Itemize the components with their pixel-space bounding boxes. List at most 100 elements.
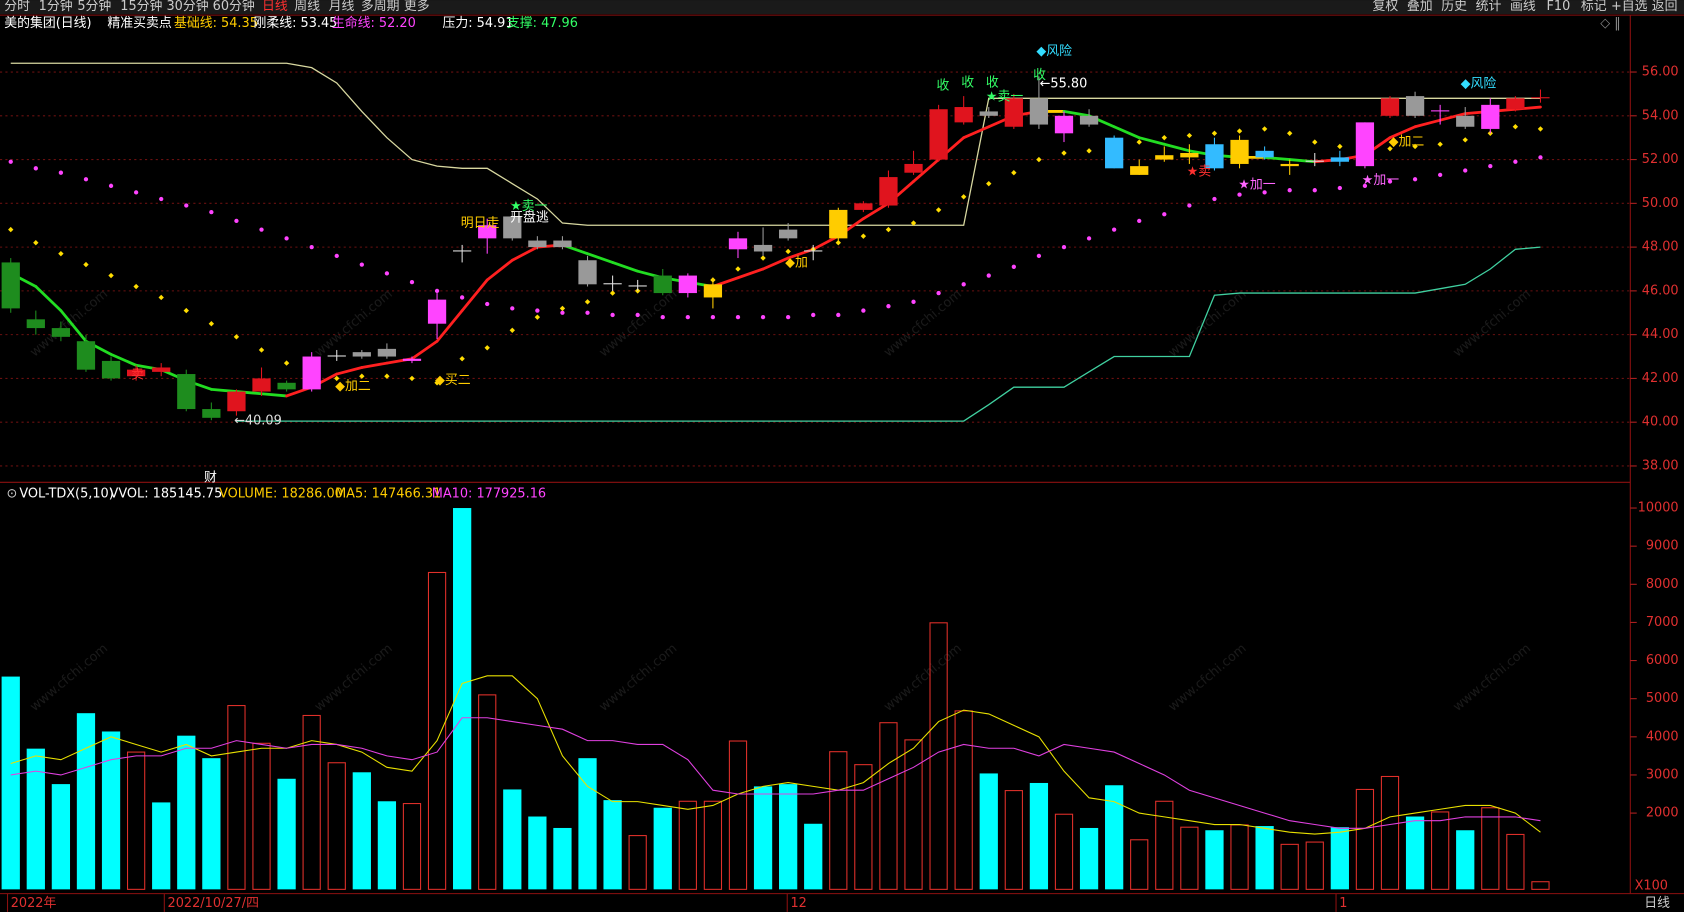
- trend-line-segment: [962, 125, 991, 140]
- volume-bar: [1456, 830, 1475, 890]
- candle-body: [829, 209, 848, 239]
- trend-line-segment: [435, 309, 464, 343]
- toolbar-bg: [0, 0, 1684, 15]
- toolbar-button[interactable]: F10: [1547, 0, 1571, 14]
- toolbar-button[interactable]: 更多: [404, 0, 430, 14]
- indicator-dot: [359, 262, 364, 267]
- indicator-diamond: [1312, 139, 1318, 145]
- volume-bar: [277, 778, 296, 890]
- x-tick-label: 2022年: [11, 896, 57, 911]
- y-tick-label: 5000: [1646, 691, 1679, 706]
- indicator-dot: [585, 310, 590, 315]
- volume-bar: [578, 758, 597, 890]
- indicator-dot: [334, 253, 339, 259]
- volume-bar: [979, 773, 998, 890]
- toolbar-button[interactable]: 30分钟: [166, 0, 208, 14]
- chart-title: 美的集团(日线): [4, 15, 91, 31]
- annotation: ←55.80: [1040, 76, 1088, 91]
- volume-bar: [252, 742, 271, 890]
- annotation: 明日走: [461, 216, 500, 231]
- annotation: 开盘逃: [510, 210, 549, 226]
- indicator-dot: [710, 314, 716, 320]
- y-tick-label: 2000: [1646, 806, 1679, 821]
- toolbar-button[interactable]: 日线: [262, 0, 288, 14]
- volume-bar: [929, 622, 948, 890]
- indicator-readout: VVOL: 185145.75: [110, 487, 223, 502]
- indicator-dot: [1187, 203, 1192, 208]
- trend-line-segment: [34, 285, 63, 312]
- toolbar-button[interactable]: 1分钟: [39, 0, 73, 14]
- volume-bar: [377, 801, 397, 890]
- volume-bar: [126, 751, 146, 890]
- trend-line-segment: [1112, 125, 1141, 140]
- candle-body: [302, 356, 321, 390]
- icon[interactable]: ◇ ‖: [1600, 16, 1620, 31]
- toolbar-button[interactable]: 60分钟: [213, 0, 255, 14]
- indicator-dot: [635, 312, 640, 318]
- volume-bar: [1105, 785, 1124, 890]
- indicator-dot: [1538, 155, 1543, 160]
- candle-body: [1130, 166, 1149, 175]
- candle-body: [76, 341, 96, 370]
- trend-line-segment: [209, 387, 238, 393]
- candle-body: [1255, 150, 1274, 158]
- toolbar-button[interactable]: 分时: [4, 0, 30, 14]
- indicator-dot: [1086, 236, 1092, 241]
- toolbar-button[interactable]: 返回: [1652, 0, 1678, 14]
- toolbar-button[interactable]: 统计: [1476, 0, 1502, 14]
- volume-bar: [779, 784, 798, 890]
- trend-line-segment: [761, 256, 790, 271]
- volume-bar: [101, 731, 121, 890]
- volume-bar: [553, 827, 572, 890]
- candle-body: [1029, 98, 1049, 125]
- toolbar-button[interactable]: 周线: [294, 0, 320, 14]
- candle-body: [728, 238, 748, 250]
- toolbar-button[interactable]: 标记: [1581, 0, 1607, 14]
- volume-bar: [503, 789, 522, 890]
- candle-body: [227, 391, 246, 412]
- indicator-dot: [1362, 183, 1368, 188]
- volume-bar: [1305, 841, 1324, 890]
- indicator-readout: 压力: 54.91: [442, 16, 513, 31]
- indicator-line: [10, 62, 1541, 226]
- toolbar-button[interactable]: 15分钟: [120, 0, 162, 14]
- indicator-diamond: [334, 375, 340, 382]
- annotation: 卖: [131, 367, 144, 382]
- x-tick-label: 2022/10/27/四: [168, 896, 259, 911]
- toolbar-button[interactable]: +自选: [1611, 0, 1648, 14]
- toolbar-button[interactable]: 历史: [1441, 0, 1467, 14]
- trend-line-segment: [1162, 142, 1191, 153]
- volume-bar: [678, 800, 697, 890]
- volume-bar: [152, 802, 171, 890]
- candle-body: [152, 367, 171, 372]
- volume-bar: [628, 835, 647, 890]
- indicator-dot: [1287, 188, 1292, 193]
- indicator-dot: [485, 301, 490, 307]
- y-tick-label: 42.00: [1642, 371, 1679, 386]
- toolbar-button[interactable]: 5分钟: [77, 0, 111, 14]
- volume-bar: [1180, 826, 1199, 890]
- candle-body: [954, 107, 973, 123]
- volume-bar: [327, 762, 346, 890]
- toolbar-button[interactable]: 月线: [329, 0, 355, 14]
- toolbar-button[interactable]: 叠加: [1407, 0, 1433, 14]
- toolbar-button[interactable]: 复权: [1373, 0, 1399, 14]
- candle-body: [854, 203, 873, 210]
- volume-bar: [904, 739, 923, 890]
- toolbar-button[interactable]: 画线: [1510, 0, 1536, 14]
- trend-line-segment: [1388, 125, 1417, 140]
- y-tick-label: 44.00: [1642, 327, 1679, 342]
- indicator-diamond: [1011, 170, 1017, 176]
- toolbar-button[interactable]: 多周期: [361, 0, 400, 14]
- indicator-dot: [1036, 253, 1042, 259]
- candle-body: [578, 260, 597, 285]
- volume-bar: [1054, 813, 1074, 890]
- annotation: ★卖一: [510, 199, 547, 214]
- status: 日线: [1644, 896, 1670, 911]
- indicator-dot: [986, 273, 991, 278]
- trend-line-segment: [360, 361, 389, 369]
- indicator-diamond: [208, 321, 215, 327]
- indicator-dot: [133, 190, 139, 195]
- indicator-dot: [1412, 177, 1418, 182]
